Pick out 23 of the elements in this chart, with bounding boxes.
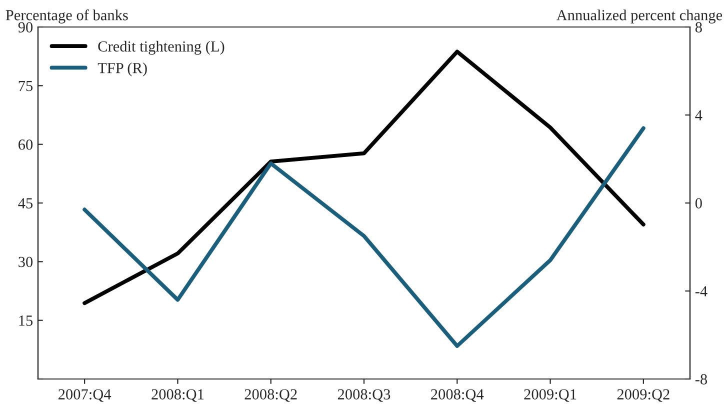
- x-tick-label: 2008:Q4: [431, 389, 484, 402]
- x-tick-label: 2009:Q2: [617, 389, 670, 402]
- y2-tick-label: 4: [695, 110, 702, 120]
- y-tick-label: 75: [18, 80, 33, 92]
- legend-label: TFP (R): [98, 62, 147, 76]
- y-tick-label: 90: [18, 22, 33, 32]
- y2-tick-label: -8: [695, 374, 708, 384]
- y2-tick-label: -4: [695, 286, 708, 296]
- y-axis-title: Percentage of banks: [6, 9, 128, 24]
- x-tick-label: 2008:Q3: [338, 389, 390, 402]
- legend-label: Credit tightening (L): [98, 40, 224, 55]
- y-tick-label: 60: [18, 139, 33, 150]
- x-tick-label: 2008:Q2: [244, 389, 297, 402]
- x-tick-label: 2007:Q4: [58, 389, 112, 402]
- y2-tick-label: 0: [695, 198, 702, 208]
- x-tick-label: 2008:Q1: [152, 389, 204, 402]
- x-tick-label: 2009:Q1: [524, 389, 576, 402]
- line-series: [82, 126, 646, 348]
- y2-axis-title: Annualized percent change: [556, 10, 722, 24]
- y-tick-label: 30: [18, 256, 33, 268]
- y-tick-label: 15: [19, 316, 33, 326]
- y-tick-label: 45: [18, 198, 33, 208]
- y2-tick-label: 8: [695, 22, 702, 32]
